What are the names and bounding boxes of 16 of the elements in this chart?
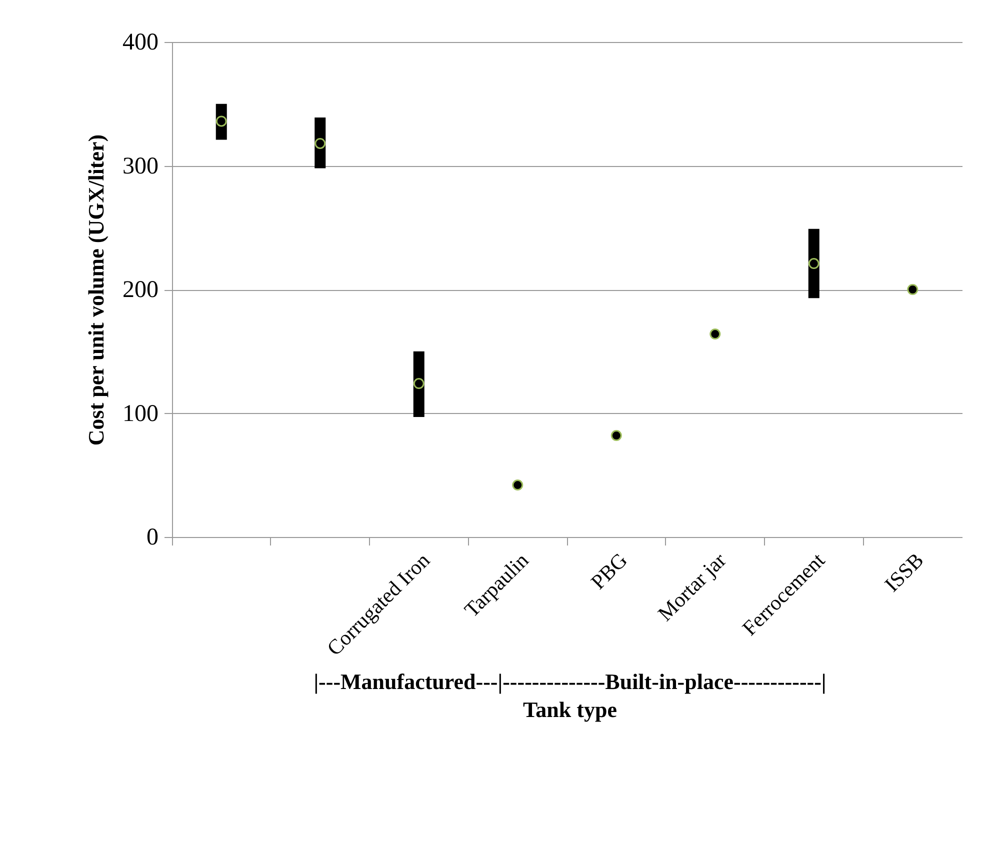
point	[216, 116, 227, 127]
y-tick-label: 200	[122, 277, 158, 303]
point	[413, 378, 424, 390]
point	[907, 284, 918, 295]
x-axis-title: Tank type	[522, 697, 618, 723]
point	[808, 258, 820, 269]
point	[710, 328, 721, 340]
point	[610, 430, 622, 442]
y-tick-label: 0	[146, 524, 158, 550]
y-axis-title: Cost per unit volume (UGX/liter)	[84, 134, 108, 446]
point	[512, 480, 524, 491]
y-tick-label: 400	[122, 30, 158, 56]
point	[314, 138, 326, 149]
text: |---Manufactured---|--------------Built-in-place------------|	[312, 669, 828, 695]
y-tick-label: 300	[122, 153, 158, 180]
y-tick-label: 100	[122, 400, 158, 427]
